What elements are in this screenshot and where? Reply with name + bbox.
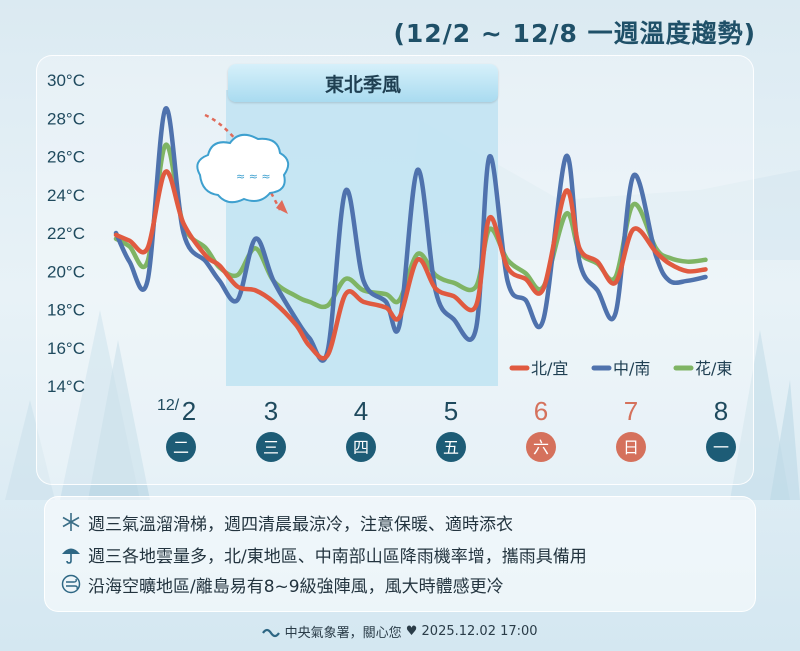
y-tick-label: 26°C	[47, 148, 85, 167]
weekday-label: 日	[623, 438, 639, 457]
weekday-label: 五	[443, 438, 459, 457]
cold-period-highlight	[226, 90, 498, 386]
legend-label: 花/東	[695, 359, 732, 378]
y-axis: 14°C 16°C 18°C 20°C 22°C 24°C 26°C 28°C 30°C	[47, 71, 85, 396]
day-label: 3	[264, 396, 278, 426]
legend-label: 中/南	[613, 359, 650, 378]
weekday-label: 六	[533, 438, 549, 457]
info-text-cold: 週三氣溫溜滑梯，週四清晨最涼冷，注意保暖、適時添衣	[88, 514, 513, 535]
footer-agency: 中央氣象署，關心您	[284, 626, 402, 641]
info-item-rain: 週三各地雲量多，北/東地區、中南部山區降雨機率增，攜雨具備用	[60, 541, 587, 567]
series-line	[113, 106, 708, 363]
weekday-circle	[166, 432, 196, 462]
umbrella-icon	[60, 543, 82, 565]
y-tick-label: 30°C	[47, 71, 85, 90]
footer: 中央氣象署，關心您 ♥ 2025.12.02 17:00	[0, 622, 800, 641]
legend: 北/宜 中/南 花/東	[509, 359, 732, 378]
y-tick-label: 28°C	[47, 109, 85, 128]
series-line	[113, 169, 708, 361]
info-text-wind: 沿海空曠地區/離島易有8~9級強陣風，風大時體感更冷	[88, 576, 504, 597]
weekday-label: 三	[263, 438, 279, 457]
y-tick-label: 20°C	[47, 262, 85, 281]
wind-icon	[60, 573, 82, 595]
legend-label: 北/宜	[531, 359, 568, 378]
y-tick-label: 16°C	[47, 339, 85, 358]
day-label: 6	[534, 396, 548, 426]
series-lines	[113, 106, 708, 363]
weekday-label: 一	[713, 438, 729, 457]
cold-cloud-mascot-icon: ≈ ≈ ≈	[196, 113, 290, 214]
y-tick-label: 18°C	[47, 301, 85, 320]
cwa-logo-icon	[262, 628, 281, 637]
weekday-label: 四	[353, 438, 369, 457]
info-item-wind: 沿海空曠地區/離島易有8~9級強陣風，風大時體感更冷	[60, 571, 504, 597]
svg-text:≈ ≈ ≈: ≈ ≈ ≈	[236, 170, 271, 183]
y-tick-label: 24°C	[47, 186, 85, 205]
info-text-rain: 週三各地雲量多，北/東地區、中南部山區降雨機率增，攜雨具備用	[88, 546, 587, 567]
info-item-cold: 週三氣溫溜滑梯，週四清晨最涼冷，注意保暖、適時添衣	[60, 509, 513, 535]
weekday-circle	[526, 432, 556, 462]
day-label-month: 12/	[157, 397, 180, 414]
y-tick-label: 22°C	[47, 224, 85, 243]
day-label: 2	[182, 396, 196, 426]
y-tick-label: 14°C	[47, 377, 85, 396]
weekday-label: 二	[173, 438, 189, 457]
snowflake-icon	[60, 511, 82, 533]
day-label: 8	[714, 396, 728, 426]
heart-icon: ♥	[405, 624, 418, 639]
page-title: (12/2 ~ 12/8 一週溫度趨勢)	[393, 19, 756, 48]
day-label: 7	[624, 396, 638, 426]
x-axis: 12/2 二 3 三 4 四 5 五 6 六 7 日 8 一	[157, 396, 736, 462]
weekday-circle	[256, 432, 286, 462]
weekday-circle	[436, 432, 466, 462]
footer-timestamp: 2025.12.02 17:00	[421, 624, 538, 639]
day-label: 4	[354, 396, 368, 426]
weekday-circle	[616, 432, 646, 462]
day-label: 5	[444, 396, 458, 426]
info-box	[44, 496, 756, 612]
monsoon-banner: 東北季風	[228, 64, 498, 102]
weekday-circle	[346, 432, 376, 462]
weekday-circle	[706, 432, 736, 462]
